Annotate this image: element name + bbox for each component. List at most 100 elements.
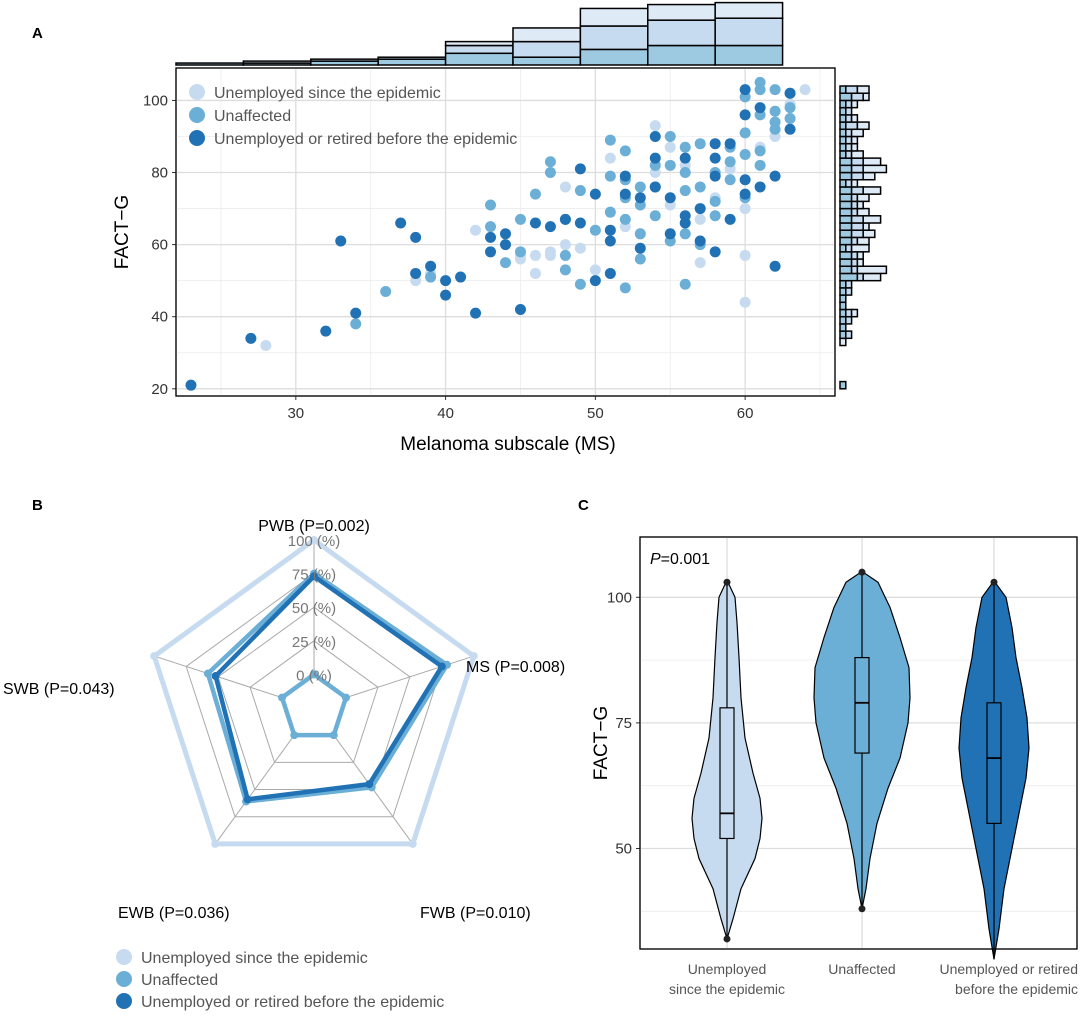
x-category-label: Unemployed	[688, 961, 767, 977]
radar-series-since	[151, 537, 477, 847]
y-hist-bar	[839, 106, 847, 116]
y-hist-bar	[856, 207, 870, 217]
legend-marker-unaffected	[189, 107, 205, 123]
scatter-point-unaffected	[514, 213, 526, 225]
scatter-point-before	[754, 102, 766, 114]
scatter-point-unaffected	[619, 213, 631, 225]
legend-b-marker-before	[116, 993, 132, 1009]
scatter-point-unaffected	[574, 278, 586, 290]
y-hist-bar	[850, 157, 864, 167]
scatter-point-before	[320, 325, 332, 337]
radar-series-minimum-point	[290, 731, 299, 740]
y-hist-bar	[839, 337, 847, 347]
y-hist-bar	[839, 251, 853, 260]
y-hist-bar	[862, 272, 882, 282]
y-hist-bar	[856, 251, 864, 260]
scatter-point-since	[739, 249, 751, 261]
scatter-point-since	[799, 84, 811, 96]
radar-series-since-point	[408, 839, 417, 848]
scatter-point-before	[739, 174, 751, 186]
scatter-point-unaffected	[739, 149, 751, 161]
panel-a-y-axis-title: FACT−G	[112, 195, 133, 269]
y-hist-bar	[845, 142, 853, 152]
x-hist-bar	[512, 56, 582, 66]
scatter-point-before	[589, 188, 601, 200]
radar-axis-fwb: FWB (P=0.010)	[420, 905, 531, 922]
y-hist-bar	[856, 258, 864, 267]
legend-marker-before	[189, 130, 205, 146]
scatter-point-since	[589, 264, 601, 276]
radar-series-minimum	[279, 672, 349, 738]
y-hist-bar	[839, 215, 853, 224]
y-hist-bar	[862, 171, 876, 181]
y-tick-label: 100	[143, 92, 168, 109]
y-hist-bar	[839, 85, 847, 94]
scatter-point-unaffected	[350, 318, 362, 330]
x-category-label: before the epidemic	[955, 981, 1078, 997]
scatter-point-since	[544, 246, 556, 258]
scatter-point-unaffected	[754, 159, 766, 171]
y-hist-bar	[850, 178, 859, 188]
scatter-point-unaffected	[694, 138, 706, 150]
scatter-point-before	[470, 307, 482, 319]
violin-since-outlier	[723, 578, 731, 586]
y-hist-bar	[845, 128, 853, 138]
scatter-point-unaffected	[634, 181, 646, 193]
x-hist-bar	[377, 56, 447, 60]
scatter-point-before	[784, 87, 796, 99]
scatter-point-before	[440, 275, 452, 287]
scatter-point-unaffected	[380, 285, 392, 297]
scatter-point-unaffected	[724, 156, 736, 168]
scatter-point-unaffected	[769, 105, 781, 117]
scatter-point-since	[260, 340, 272, 352]
y-hist-bar	[845, 243, 853, 253]
y-hist-bar	[850, 265, 859, 275]
radar-series-since-point	[150, 652, 159, 661]
x-hist-bar	[714, 44, 784, 66]
violin-since-outlier	[723, 935, 731, 943]
y-hist-bar	[856, 121, 870, 131]
scatter-point-before	[410, 231, 422, 243]
panel-a-x-axis-title: Melanoma subscale (MS)	[400, 434, 615, 455]
y-hist-bar	[850, 142, 859, 152]
y-hist-bar	[845, 99, 853, 109]
legend-b-marker-unaffected	[116, 971, 132, 987]
y-hist-bar	[839, 222, 853, 231]
scatter-point-before	[739, 84, 751, 96]
scatter-point-before	[455, 271, 467, 283]
y-hist-bar	[839, 142, 847, 152]
panel-a-y-histogram	[839, 85, 888, 390]
radar-series-before-point	[365, 780, 374, 789]
radar-series-since-point	[211, 839, 220, 848]
violin-before-outlier	[990, 578, 998, 586]
radar-series-minimum-point	[278, 693, 287, 702]
scatter-point-before	[754, 181, 766, 193]
scatter-point-unaffected	[679, 278, 691, 290]
scatter-point-before	[649, 152, 661, 164]
p-value: =0.001	[661, 551, 710, 568]
scatter-point-unaffected	[664, 130, 676, 142]
y-hist-bar	[839, 193, 853, 203]
y-hist-bar	[839, 258, 853, 267]
x-tick-label: 30	[287, 405, 304, 422]
panel-c-violins	[691, 568, 1030, 960]
panel-c-y-axis-title: FACT−G	[591, 706, 612, 780]
legend-b-label-unaffected: Unaffected	[141, 972, 218, 989]
x-hist-bar	[714, 1, 784, 19]
y-hist-bar	[845, 330, 853, 340]
panel-a-tick-labels: 30 40 50 60 20 40 60 80 100	[143, 92, 754, 422]
scatter-point-before	[500, 239, 511, 251]
scatter-point-unaffected	[754, 145, 766, 157]
scatter-point-before	[574, 163, 586, 175]
scatter-point-before	[335, 235, 347, 247]
x-hist-bar	[512, 40, 582, 58]
scatter-point-unaffected	[679, 167, 691, 179]
panel-c-tick-labels: 50 75 100 Unemployed since the epidemic Unaff…	[607, 589, 1078, 997]
panel-b-radial-ticks: 0 (%) 25 (%) 50 (%) 75 (%) 100 (%)	[288, 533, 341, 684]
scatter-point-unaffected	[769, 84, 781, 96]
legend-label-unaffected: Unaffected	[214, 108, 291, 125]
legend-label-before: Unemployed or retired before the epidemi…	[214, 131, 517, 148]
y-hist-bar	[862, 157, 882, 167]
x-hist-bar	[444, 40, 514, 47]
scatter-point-before	[649, 130, 661, 142]
